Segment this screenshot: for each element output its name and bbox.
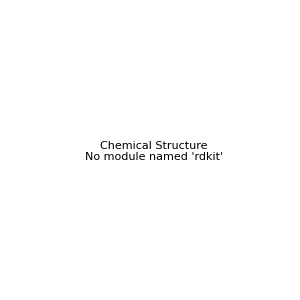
Text: Chemical Structure
No module named 'rdkit': Chemical Structure No module named 'rdki… — [85, 141, 223, 162]
